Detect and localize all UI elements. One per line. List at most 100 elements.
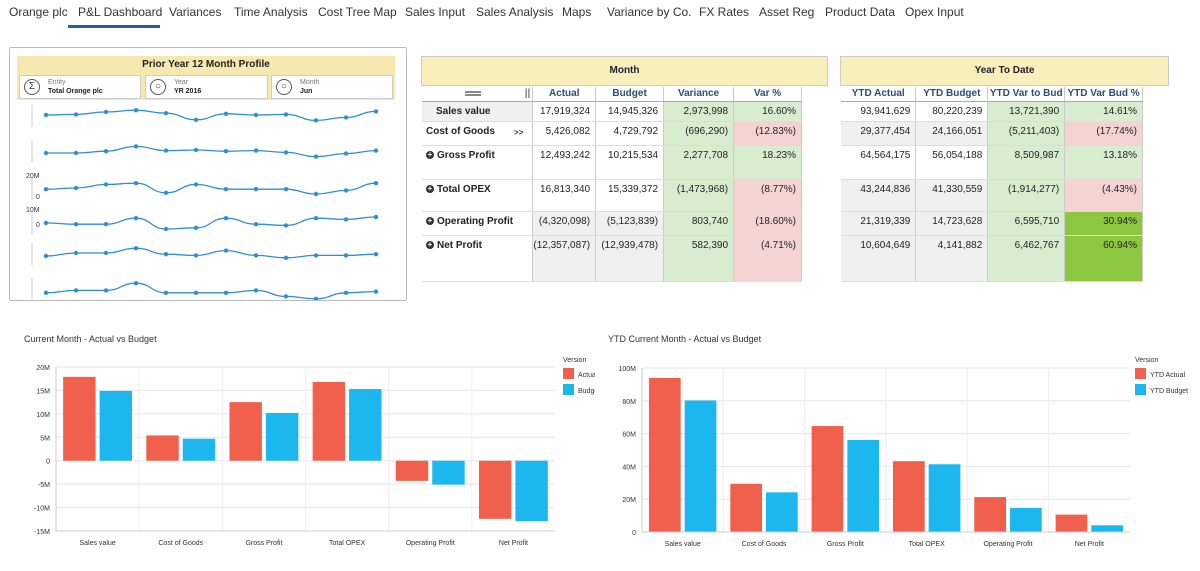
bar-actual[interactable] bbox=[63, 376, 96, 461]
tab-asset-reg[interactable]: Asset Reg bbox=[759, 5, 815, 19]
y-tick-label: 80M bbox=[622, 399, 636, 406]
month-row: + Net Profit (12,357,087) (12,939,478) 582,3… bbox=[422, 235, 802, 282]
x-tick-label: Operating Profit bbox=[406, 540, 455, 547]
bar-ytd-budget[interactable] bbox=[847, 439, 880, 532]
spark-point bbox=[283, 187, 289, 192]
month-filter[interactable]: ○ Month Jun bbox=[271, 75, 393, 99]
month-col-header[interactable]: Variance bbox=[663, 87, 735, 102]
year-filter[interactable]: ○ Year YR 2016 bbox=[145, 75, 268, 99]
expand-icon[interactable]: + bbox=[426, 239, 434, 249]
row-label-cell[interactable]: Sales value bbox=[422, 101, 534, 122]
ytd-col-header[interactable]: YTD Budget bbox=[915, 87, 989, 102]
tab-sales-analysis[interactable]: Sales Analysis bbox=[476, 5, 554, 19]
drill-marker[interactable]: >> bbox=[514, 127, 524, 137]
spark-line bbox=[45, 247, 377, 259]
bar-ytd-actual[interactable] bbox=[1055, 514, 1088, 532]
tab-fx-rates[interactable]: FX Rates bbox=[699, 5, 750, 19]
sparkline bbox=[31, 105, 379, 127]
bar-actual[interactable] bbox=[478, 460, 512, 519]
bar-ytd-actual[interactable] bbox=[811, 426, 844, 532]
ytd-budget-cell: 24,166,051 bbox=[915, 121, 989, 146]
spark-point bbox=[253, 148, 259, 153]
entity-filter[interactable]: Σ Entity Total Orange plc bbox=[19, 75, 141, 99]
bar-ytd-actual[interactable] bbox=[730, 483, 762, 532]
tab-p-l-dashboard[interactable]: P&L Dashboard bbox=[78, 5, 163, 19]
month-col-header[interactable]: Var % bbox=[733, 87, 802, 102]
month-filter-label: Month bbox=[300, 79, 320, 86]
bar-budget[interactable] bbox=[349, 389, 382, 461]
row-label-cell[interactable]: Cost of Goods >> bbox=[422, 121, 534, 146]
row-label-cell[interactable]: + Net Profit bbox=[422, 235, 534, 282]
bar-budget[interactable] bbox=[432, 460, 465, 485]
bar-ytd-budget[interactable] bbox=[766, 492, 798, 532]
month-col-header[interactable]: Budget bbox=[595, 87, 665, 102]
y-tick-label: -10M bbox=[34, 506, 50, 513]
bar-ytd-actual[interactable] bbox=[648, 378, 681, 532]
row-label-cell[interactable]: + Total OPEX bbox=[422, 179, 534, 212]
tab-cost-tree-map[interactable]: Cost Tree Map bbox=[318, 5, 397, 19]
menu-icon[interactable] bbox=[465, 91, 482, 97]
ytd-header: Year To Date bbox=[840, 56, 1169, 86]
actual-cell: 17,919,324 bbox=[532, 101, 597, 122]
row-label-cell[interactable]: + Operating Profit bbox=[422, 211, 534, 236]
bar-ytd-budget[interactable] bbox=[1010, 507, 1042, 532]
legend-label[interactable]: Actual bbox=[578, 372, 595, 379]
tab-variance-by-co[interactable]: Variance by Co. bbox=[607, 5, 692, 19]
ytd-row: 10,604,649 4,141,882 6,462,767 60.94% bbox=[841, 235, 1143, 282]
month-col-header[interactable]: Actual bbox=[532, 87, 597, 102]
legend-label[interactable]: YTD Budget bbox=[1150, 388, 1188, 395]
spark-line bbox=[45, 216, 377, 230]
row-label-cell[interactable]: + Gross Profit bbox=[422, 145, 534, 180]
expand-icon[interactable]: + bbox=[426, 183, 434, 193]
spark-point bbox=[133, 281, 139, 286]
spark-point bbox=[163, 290, 169, 295]
row-header-corner[interactable]: || bbox=[422, 87, 534, 102]
row-label: Operating Profit bbox=[437, 215, 514, 227]
tab-variances[interactable]: Variances bbox=[169, 5, 222, 19]
legend-swatch[interactable] bbox=[1135, 368, 1146, 379]
bar-actual[interactable] bbox=[146, 435, 179, 461]
bar-budget[interactable] bbox=[99, 390, 133, 461]
spark-point bbox=[253, 288, 259, 293]
legend-label[interactable]: Budget bbox=[578, 388, 595, 395]
ytd-col-header[interactable]: YTD Var to Bud bbox=[987, 87, 1066, 102]
bar-actual[interactable] bbox=[229, 402, 262, 461]
legend-swatch[interactable] bbox=[563, 368, 574, 379]
tab-sales-input[interactable]: Sales Input bbox=[405, 5, 466, 19]
tab-product-data[interactable]: Product Data bbox=[825, 5, 896, 19]
column-resize-icon[interactable]: || bbox=[524, 88, 531, 100]
bar-ytd-budget[interactable] bbox=[928, 464, 961, 532]
variance-cell: 582,390 bbox=[663, 235, 735, 282]
ytd-col-header[interactable]: YTD Actual bbox=[841, 87, 917, 102]
bar-budget[interactable] bbox=[265, 412, 299, 461]
y-tick-label: 20M bbox=[622, 497, 636, 504]
spark-point bbox=[373, 289, 379, 294]
expand-icon[interactable]: + bbox=[426, 215, 434, 225]
spark-axis-label: 20M bbox=[26, 173, 40, 180]
tab-time-analysis[interactable]: Time Analysis bbox=[234, 5, 308, 19]
expand-icon[interactable]: + bbox=[426, 149, 434, 159]
row-label: Cost of Goods bbox=[426, 125, 495, 137]
budget-cell: (5,123,839) bbox=[595, 211, 665, 236]
bar-actual[interactable] bbox=[312, 381, 346, 461]
legend-label[interactable]: YTD Actual bbox=[1150, 372, 1185, 379]
legend-swatch[interactable] bbox=[1135, 384, 1146, 395]
actual-cell: 5,426,082 bbox=[532, 121, 597, 146]
tab-orange-plc[interactable]: Orange plc bbox=[9, 5, 68, 19]
legend-swatch[interactable] bbox=[563, 384, 574, 395]
spark-point bbox=[133, 216, 139, 221]
ytd-col-header[interactable]: YTD Var Bud % bbox=[1064, 87, 1143, 102]
tab-opex-input[interactable]: Opex Input bbox=[905, 5, 964, 19]
spark-point bbox=[163, 190, 169, 195]
bar-ytd-actual[interactable] bbox=[892, 461, 925, 532]
tab-maps[interactable]: Maps bbox=[562, 5, 592, 19]
ytd-budget-cell: 14,723,628 bbox=[915, 211, 989, 236]
bar-budget[interactable] bbox=[182, 438, 216, 461]
bar-ytd-actual[interactable] bbox=[974, 497, 1006, 532]
bar-actual[interactable] bbox=[395, 460, 429, 481]
bar-budget[interactable] bbox=[515, 460, 548, 522]
bar-ytd-budget[interactable] bbox=[1091, 525, 1124, 532]
spark-point bbox=[223, 248, 229, 253]
bar-ytd-budget[interactable] bbox=[684, 400, 717, 532]
var-pct-cell: (12.83%) bbox=[733, 121, 802, 146]
